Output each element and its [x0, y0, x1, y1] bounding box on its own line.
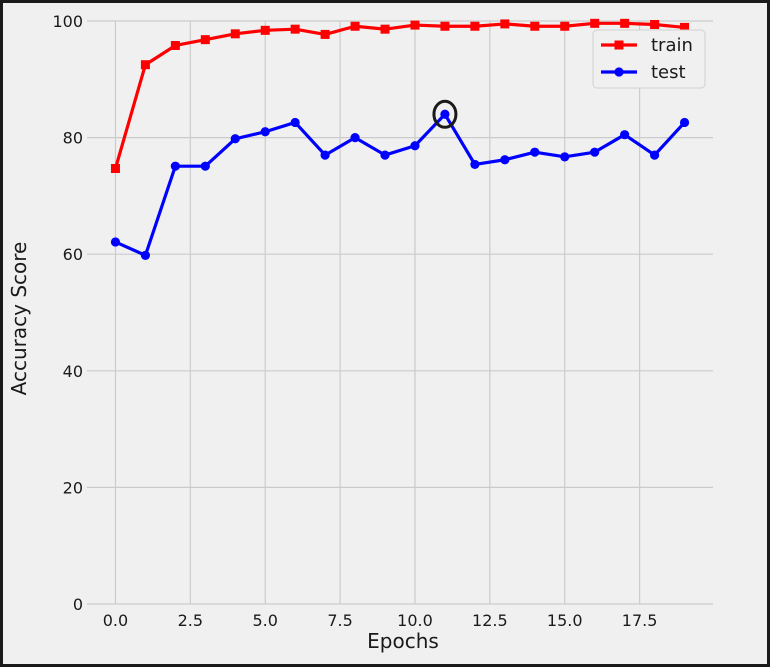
data-point-train: [200, 35, 210, 45]
legend-marker-train: [614, 40, 624, 50]
y-tick-label: 60: [63, 245, 83, 264]
data-point-train: [380, 24, 390, 34]
data-point-test: [140, 250, 151, 260]
data-point-test: [410, 141, 420, 151]
data-point-test: [590, 147, 600, 157]
data-point-test: [110, 237, 121, 247]
data-point-test: [620, 130, 630, 140]
y-axis-label: Accuracy Score: [7, 242, 31, 396]
data-point-train: [440, 21, 450, 31]
data-point-test: [560, 152, 570, 162]
x-tick-label: 7.5: [327, 611, 352, 630]
data-point-train: [170, 40, 180, 50]
data-point-test: [440, 109, 450, 119]
x-axis-label: Epochs: [367, 629, 439, 653]
y-tick-label: 0: [73, 595, 83, 614]
x-tick-label: 15.0: [547, 611, 583, 630]
data-point-train: [620, 18, 630, 28]
data-point-train: [470, 21, 480, 31]
data-point-test: [500, 155, 510, 165]
series-line-train: [113, 21, 687, 171]
data-point-train: [140, 60, 150, 70]
data-point-train: [110, 163, 120, 173]
data-point-test: [350, 133, 360, 143]
y-tick-label: 100: [52, 12, 83, 31]
data-point-test: [320, 150, 330, 160]
y-tick-label: 20: [63, 478, 83, 497]
data-point-test: [679, 117, 690, 128]
legend-label-train: train: [651, 35, 693, 56]
line-chart: 0.0 2.5 5.0 7.5 10.0 12.5 15.0 17.5 0 20 40 60 80 100…: [7, 12, 713, 653]
data-point-test: [649, 150, 660, 160]
data-point-train: [350, 21, 360, 31]
data-point-train: [500, 19, 510, 29]
data-point-train: [290, 24, 300, 34]
data-point-test: [530, 147, 540, 157]
annotation-circle: [432, 99, 458, 129]
data-point-train: [650, 19, 660, 29]
legend-marker-test: [614, 67, 624, 77]
data-point-test: [230, 134, 240, 144]
data-point-test: [200, 161, 210, 171]
x-tick-label: 2.5: [178, 611, 203, 630]
x-tick-label: 17.5: [622, 611, 658, 630]
data-point-train: [320, 29, 330, 39]
x-tick-label: 0.0: [103, 611, 128, 630]
data-point-train: [260, 25, 270, 35]
data-point-train: [530, 21, 540, 31]
legend-label-test: test: [651, 62, 686, 83]
series-line-test: [113, 112, 687, 257]
data-point-train: [560, 21, 570, 31]
data-point-test: [470, 159, 480, 170]
data-point-test: [170, 161, 180, 171]
y-tick-label: 40: [63, 362, 83, 381]
x-tick-label: 10.0: [397, 611, 433, 630]
data-point-train: [230, 29, 240, 39]
data-point-train: [410, 20, 420, 30]
x-tick-label: 5.0: [252, 611, 277, 630]
x-tick-label: 12.5: [472, 611, 508, 630]
y-tick-label: 80: [63, 129, 83, 148]
data-point-test: [290, 117, 300, 128]
data-point-test: [260, 127, 270, 137]
data-point-test: [380, 150, 390, 160]
data-point-train: [680, 22, 690, 32]
data-point-train: [590, 18, 600, 28]
